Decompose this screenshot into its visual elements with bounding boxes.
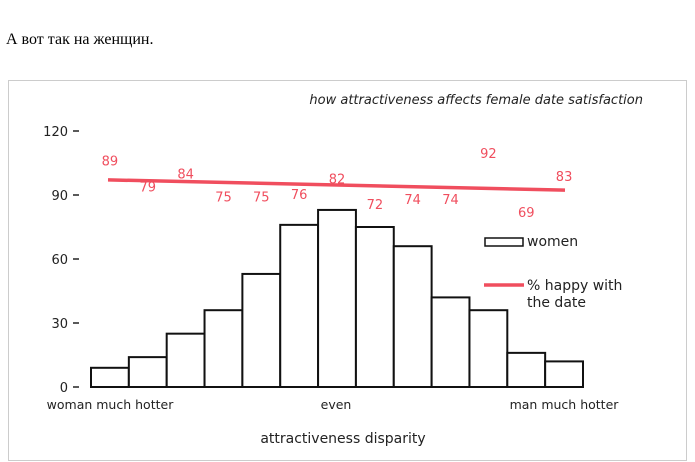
happy-data-label: 72 [367, 198, 384, 213]
trend-line [107, 178, 566, 192]
bar [392, 245, 433, 388]
y-tick-label: 60 [51, 253, 68, 268]
bar [468, 309, 509, 389]
bar [127, 356, 168, 388]
legend-bar-label: women [527, 234, 578, 250]
y-tick-label: 0 [60, 381, 68, 396]
chart-title: how attractiveness affects female date s… [309, 93, 643, 108]
y-tick-label: 120 [43, 125, 68, 140]
bar [317, 208, 357, 388]
bar [544, 360, 585, 388]
happy-data-label: 75 [215, 191, 232, 206]
bar [506, 351, 547, 389]
x-axis-label: attractiveness disparity [260, 431, 425, 447]
page-caption: А вот так на женщин. [6, 31, 154, 48]
happy-data-label: 74 [404, 193, 421, 208]
happy-data-label: 83 [556, 170, 573, 185]
happy-data-label: 79 [139, 180, 156, 195]
x-tick-center: even [321, 397, 352, 412]
bar [430, 296, 471, 388]
happy-data-label: 84 [177, 167, 194, 182]
legend-line-label-1: % happy with [527, 278, 622, 294]
bar [203, 309, 244, 389]
happy-data-label: 76 [291, 188, 308, 203]
x-tick-left: woman much hotter [47, 397, 175, 412]
bar [354, 226, 395, 388]
happy-data-label: 69 [518, 206, 535, 221]
bar [90, 366, 130, 388]
y-tick-label: 90 [51, 189, 68, 204]
happy-data-label: 89 [102, 155, 119, 170]
happy-data-label: 74 [442, 193, 459, 208]
bar [241, 272, 282, 388]
happy-data-label: 75 [253, 191, 270, 206]
y-tick-label: 30 [51, 317, 68, 332]
x-tick-right: man much hotter [510, 397, 620, 412]
legend-line-label-2: the date [527, 295, 586, 311]
legend-bar-swatch [484, 237, 524, 247]
bar [279, 223, 320, 388]
happy-data-label: 92 [480, 147, 497, 162]
bar [165, 332, 206, 388]
